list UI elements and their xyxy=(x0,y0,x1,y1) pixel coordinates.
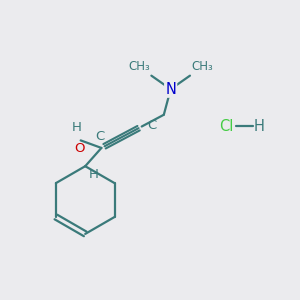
Text: H: H xyxy=(254,119,264,134)
Text: H: H xyxy=(89,168,99,181)
Text: N: N xyxy=(165,82,176,97)
Text: C: C xyxy=(147,118,156,131)
Text: CH₃: CH₃ xyxy=(128,60,150,73)
Text: C: C xyxy=(96,130,105,143)
Text: CH₃: CH₃ xyxy=(191,60,213,73)
Text: Cl: Cl xyxy=(219,119,234,134)
Text: O: O xyxy=(74,142,85,154)
Text: H: H xyxy=(72,121,82,134)
